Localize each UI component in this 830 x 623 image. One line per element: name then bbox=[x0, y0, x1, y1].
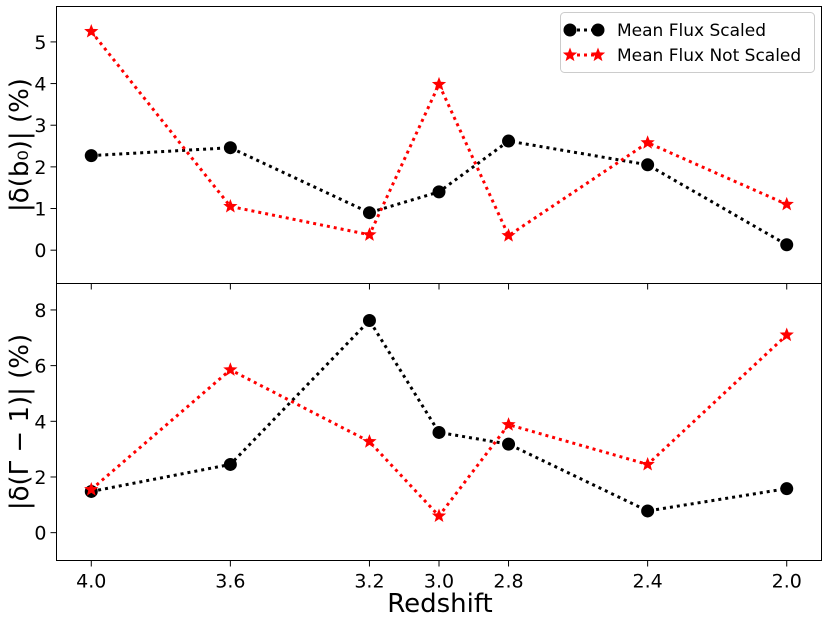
bottom-y-tick-label: 8 bbox=[34, 300, 46, 322]
top-series-markers bbox=[84, 23, 794, 252]
top-point-mean-flux-scaled bbox=[502, 134, 516, 148]
legend-entry-mean-flux-scaled: Mean Flux Scaled bbox=[563, 21, 766, 41]
top-point-mean-flux-scaled bbox=[432, 185, 446, 199]
top-y-tick-label: 0 bbox=[34, 240, 46, 262]
bottom-point-mean-flux-scaled bbox=[502, 437, 516, 451]
bottom-point-mean-flux-scaled bbox=[432, 425, 446, 439]
bottom-series-markers bbox=[84, 314, 794, 523]
bottom-panel: 0 2 4 6 8 4.0 3.6 3.2 3.0 2.8 2.4 2.0 |δ(Γ − 1)| (… bbox=[5, 283, 822, 619]
legend-box bbox=[560, 12, 815, 73]
bottom-point-mean-flux-not-scaled bbox=[223, 362, 238, 376]
bottom-y-tick-label: 6 bbox=[34, 356, 46, 378]
legend-marker-mean-flux-not-scaled-right bbox=[590, 47, 606, 62]
top-panel: 0 1 2 3 4 5 |δ(b₀)| (%) bbox=[5, 6, 822, 290]
bottom-point-mean-flux-not-scaled bbox=[84, 482, 99, 496]
top-point-mean-flux-scaled bbox=[780, 238, 794, 252]
legend-entry-mean-flux-not-scaled: Mean Flux Not Scaled bbox=[562, 46, 801, 66]
top-point-mean-flux-not-scaled bbox=[501, 228, 516, 242]
top-point-mean-flux-not-scaled bbox=[640, 135, 655, 149]
bottom-x-tick-label: 3.2 bbox=[354, 571, 384, 593]
bottom-point-mean-flux-scaled bbox=[362, 314, 376, 328]
bottom-y-axis-label: |δ(Γ − 1)| (%) bbox=[5, 334, 35, 510]
bottom-x-tick-label: 2.4 bbox=[633, 571, 663, 593]
bottom-point-mean-flux-not-scaled bbox=[640, 456, 655, 471]
bottom-point-mean-flux-not-scaled bbox=[779, 327, 794, 342]
bottom-line-mean-flux-not-scaled bbox=[90, 333, 788, 518]
bottom-point-mean-flux-not-scaled bbox=[431, 508, 447, 523]
legend-label-mean-flux-not-scaled: Mean Flux Not Scaled bbox=[617, 46, 801, 66]
bottom-x-tick-label: 3.0 bbox=[424, 571, 454, 593]
top-point-mean-flux-not-scaled bbox=[779, 196, 794, 211]
legend-label-mean-flux-scaled: Mean Flux Scaled bbox=[617, 21, 766, 41]
legend-marker-mean-flux-not-scaled-left bbox=[562, 47, 578, 62]
bottom-point-mean-flux-not-scaled bbox=[501, 417, 516, 431]
top-point-mean-flux-scaled bbox=[362, 206, 376, 220]
bottom-x-tick-label: 3.6 bbox=[215, 571, 245, 593]
top-y-tick-label: 3 bbox=[34, 115, 46, 137]
bottom-x-ticks: 4.0 3.6 3.2 3.0 2.8 2.4 2.0 bbox=[76, 560, 802, 593]
top-point-mean-flux-not-scaled bbox=[431, 76, 447, 91]
bottom-point-mean-flux-scaled bbox=[780, 482, 794, 496]
top-point-mean-flux-not-scaled bbox=[223, 198, 238, 213]
top-y-tick-label: 1 bbox=[34, 199, 46, 221]
bottom-point-mean-flux-scaled bbox=[223, 457, 237, 471]
bottom-line-mean-flux-scaled bbox=[90, 319, 787, 513]
bottom-y-tick-label: 4 bbox=[34, 411, 46, 433]
bottom-y-ticks: 0 2 4 6 8 bbox=[34, 300, 57, 545]
legend-marker-mean-flux-scaled-right bbox=[591, 23, 605, 37]
top-y-tick-label: 5 bbox=[34, 32, 46, 54]
top-point-mean-flux-not-scaled bbox=[362, 227, 377, 241]
bottom-y-tick-label: 2 bbox=[34, 467, 46, 489]
top-point-mean-flux-scaled bbox=[223, 141, 237, 155]
top-point-mean-flux-scaled bbox=[641, 158, 655, 172]
legend: Mean Flux Scaled Mean Flux Not Scaled bbox=[560, 12, 815, 73]
bottom-x-tick-label: 2.8 bbox=[493, 571, 523, 593]
legend-marker-mean-flux-scaled-left bbox=[563, 23, 577, 37]
top-y-ticks: 0 1 2 3 4 5 bbox=[34, 32, 57, 262]
bottom-point-mean-flux-scaled bbox=[641, 504, 655, 518]
top-y-axis-label: |δ(b₀)| (%) bbox=[5, 78, 35, 212]
bottom-y-tick-label: 0 bbox=[34, 523, 46, 545]
bottom-series-lines bbox=[90, 319, 788, 518]
top-point-mean-flux-scaled bbox=[84, 149, 98, 163]
x-axis-label: Redshift bbox=[387, 589, 493, 619]
bottom-point-mean-flux-not-scaled bbox=[362, 434, 377, 448]
bottom-x-tick-label: 4.0 bbox=[76, 571, 106, 593]
top-y-tick-label: 4 bbox=[34, 74, 46, 96]
top-x-ticks bbox=[90, 283, 788, 290]
top-point-mean-flux-not-scaled bbox=[84, 23, 99, 38]
bottom-x-tick-label: 2.0 bbox=[772, 571, 802, 593]
top-y-tick-label: 2 bbox=[34, 157, 46, 179]
